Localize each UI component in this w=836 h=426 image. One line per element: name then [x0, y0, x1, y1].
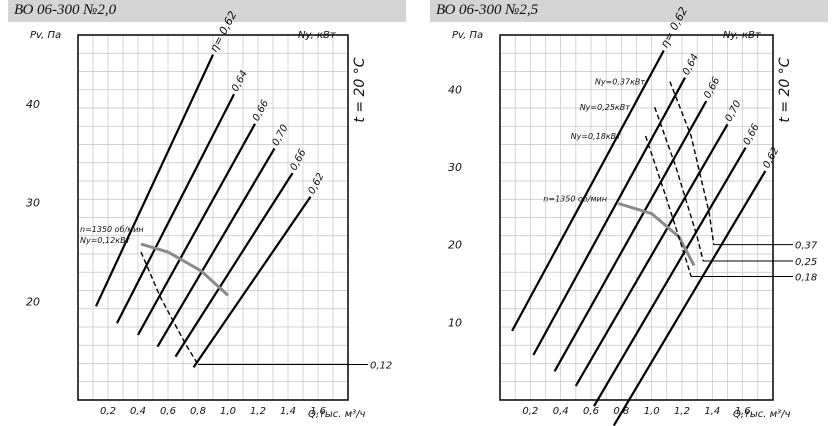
power-value-label: 0,18 [795, 273, 817, 284]
right-axis-label: Ny, кВт [723, 30, 762, 41]
x-tick-label: 0,2 [522, 406, 538, 417]
efficiency-label: 0,66 [251, 98, 271, 123]
efficiency-line [174, 172, 294, 358]
efficiency-label: 0,66 [702, 76, 722, 101]
efficiency-label: 0,62 [761, 145, 781, 170]
y-axis-label: Pv, Па [452, 30, 483, 41]
plot-frame [77, 34, 349, 401]
x-tick-label: 0,6 [160, 406, 176, 417]
speed-label: n=1350 об/мин [80, 225, 144, 234]
efficiency-label: η= 0,62 [658, 5, 690, 50]
efficiency-label: η= 0,62 [207, 9, 239, 54]
efficiency-line [156, 147, 276, 348]
power-curve [644, 135, 692, 277]
chart-title-bar: ВО 06-300 №2,5 [430, 0, 828, 22]
efficiency-line [192, 196, 312, 369]
efficiency-label: 0,66 [288, 148, 308, 173]
x-tick-label: 1,4 [280, 406, 296, 417]
speed-label: n=1350 об/мин [543, 195, 607, 204]
efficiency-label: 0,64 [681, 52, 701, 77]
x-tick-label: 1,2 [250, 406, 266, 417]
chart-title: ВО 06-300 №2,5 [436, 2, 539, 18]
chart-title-bar: ВО 06-300 №2,0 [8, 0, 406, 22]
right-axis-label: Ny, кВт [298, 30, 337, 41]
x-tick-label: 0,8 [190, 406, 206, 417]
y-axis-label: Pv, Па [30, 30, 61, 41]
chart-panel-no2-0: ВО 06-300 №2,0 Pv, Па Ny, кВт t = 20 °С Q,т… [8, 0, 408, 426]
temperature-label: t = 20 °С [352, 57, 368, 122]
y-tick-label: 20 [26, 295, 40, 308]
efficiency-line [593, 147, 747, 407]
efficiency-line [116, 93, 235, 324]
x-tick-label: 0,4 [130, 406, 146, 417]
plot-frame [499, 34, 774, 401]
power-value-label: 0,25 [795, 257, 817, 268]
y-tick-label: 40 [448, 83, 462, 96]
speed-curve [140, 242, 230, 297]
power-label: Ny=0,18кВт [571, 132, 622, 141]
y-tick-label: 40 [26, 98, 40, 111]
chart-panel-no2-5: ВО 06-300 №2,5 Pv, Па Ny, кВт t = 20 °С Q,т… [430, 0, 830, 426]
fan-performance-chart: Pv, Па Ny, кВт t = 20 °С Q,тыс. м³/ч 40 30 20 1… [448, 5, 818, 426]
x-axis-label: Q,тыс. м³/ч [308, 409, 366, 420]
x-tick-label: 0,6 [583, 406, 599, 417]
x-tick-label: 1,0 [644, 406, 660, 417]
power-curve [140, 251, 199, 365]
y-tick-label: 30 [448, 161, 462, 174]
efficiency-line [612, 170, 767, 426]
x-tick-label: 1,6 [735, 406, 751, 417]
temperature-label: t = 20 °С [777, 57, 793, 122]
speed-curve [617, 202, 696, 267]
x-tick-label: 0,4 [553, 406, 569, 417]
power-curve [654, 106, 704, 262]
power-curve [669, 81, 715, 245]
efficiency-line [137, 123, 256, 336]
efficiency-label: 0,70 [270, 123, 290, 148]
efficiency-label: 0,70 [723, 99, 743, 124]
efficiency-line [574, 123, 729, 387]
power-label: Ny=0,25кВт [580, 103, 631, 112]
efficiency-line [532, 77, 686, 356]
efficiency-line [553, 100, 708, 372]
efficiency-line [511, 49, 665, 332]
efficiency-line [95, 54, 214, 307]
power-label: Ny=0,12кВт [80, 236, 131, 245]
power-value-label: 0,12 [370, 360, 392, 371]
efficiency-label: 0,62 [306, 171, 326, 196]
fan-performance-chart: Pv, Па Ny, кВт t = 20 °С Q,тыс. м³/ч 40 30 20 0… [26, 9, 392, 420]
x-tick-label: 1,0 [220, 406, 236, 417]
y-tick-label: 30 [26, 197, 40, 210]
x-axis-label: Q,тыс. м³/ч [733, 409, 791, 420]
chart-title: ВО 06-300 №2,0 [14, 2, 117, 18]
power-label: Ny=0,37кВт [595, 78, 646, 87]
x-tick-label: 0,2 [100, 406, 116, 417]
x-tick-label: 1,2 [674, 406, 690, 417]
x-tick-label: 1,4 [704, 406, 720, 417]
x-tick-label: 1,6 [310, 406, 326, 417]
y-tick-label: 10 [448, 316, 462, 329]
y-tick-label: 20 [448, 239, 462, 252]
power-value-label: 0,37 [795, 241, 818, 252]
